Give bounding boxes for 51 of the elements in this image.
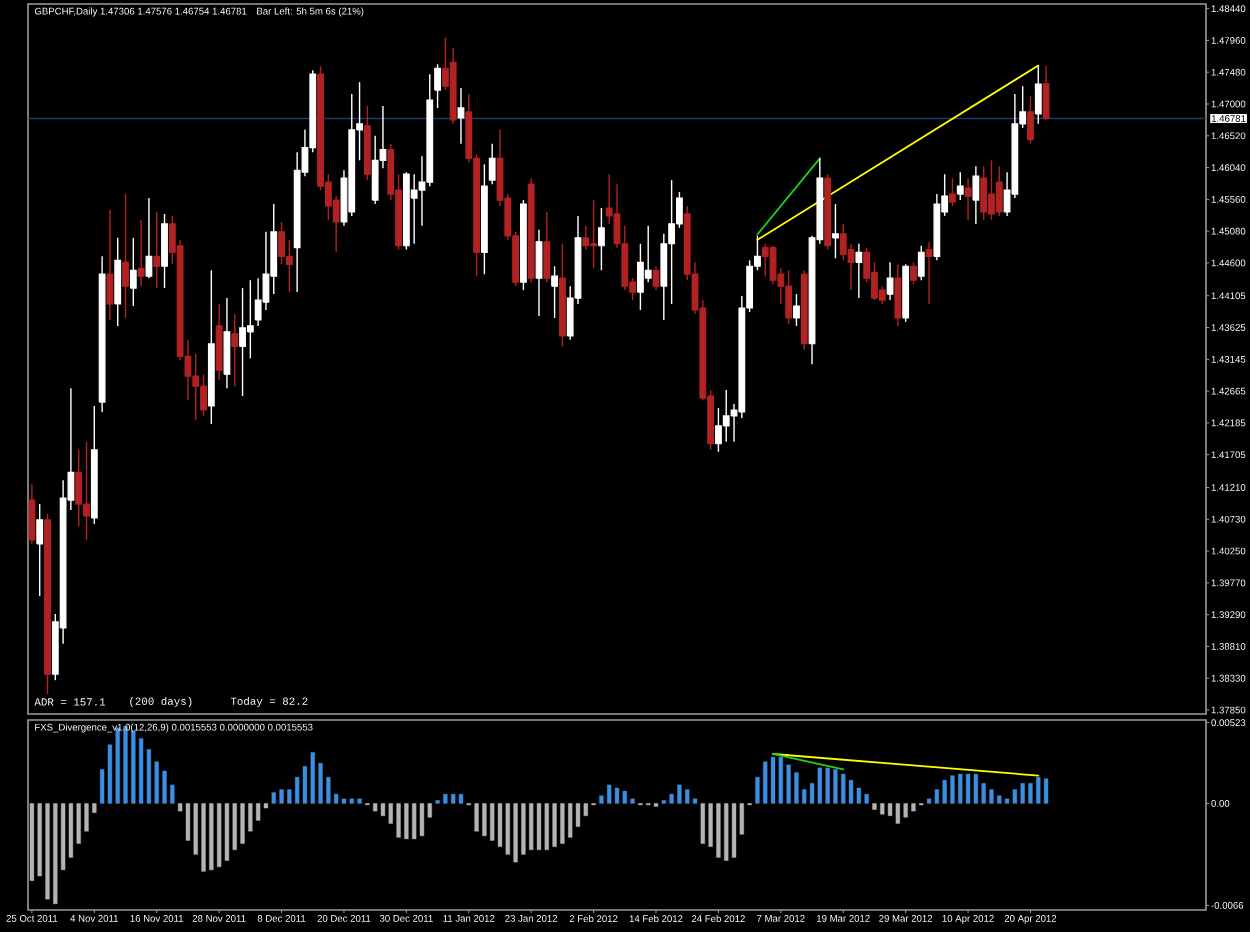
candlestick — [106, 209, 114, 321]
candlestick — [239, 287, 246, 397]
candlestick — [28, 483, 36, 545]
candlestick — [949, 177, 956, 207]
candlestick — [114, 237, 122, 327]
candlestick — [832, 203, 839, 260]
candlestick — [457, 87, 465, 145]
candlestick — [1042, 65, 1050, 121]
candlestick — [83, 441, 90, 541]
candlestick — [925, 241, 933, 305]
candlestick — [917, 245, 925, 281]
candlestick — [855, 243, 863, 299]
candlestick — [543, 211, 551, 283]
candlestick — [278, 221, 285, 265]
candlestick — [153, 211, 161, 289]
candlestick — [200, 373, 207, 417]
candlestick — [285, 239, 293, 293]
candlestick — [956, 171, 964, 201]
candlestick — [137, 219, 145, 287]
candlestick — [597, 207, 605, 271]
candlestick — [223, 297, 231, 389]
candlestick — [761, 243, 769, 277]
candlestick — [36, 503, 44, 597]
candlestick — [785, 269, 793, 325]
candlestick — [793, 293, 800, 327]
candlestick — [1027, 95, 1034, 145]
candlestick — [910, 261, 917, 285]
candlestick — [1034, 65, 1042, 125]
candlestick — [637, 243, 644, 311]
candlestick — [964, 177, 972, 221]
candlestick — [972, 165, 980, 225]
candlestick — [590, 199, 598, 269]
candlestick — [715, 407, 722, 453]
candlestick — [551, 265, 559, 319]
candlestick — [215, 303, 223, 381]
candlestick — [246, 279, 254, 360]
candlestick — [145, 197, 153, 279]
candlestick — [582, 225, 590, 251]
candlestick — [988, 159, 995, 221]
candlestick — [995, 165, 1003, 217]
candlestick — [488, 143, 496, 185]
candlestick — [161, 213, 168, 289]
candlestick — [434, 63, 441, 109]
candlestick — [129, 237, 137, 307]
candlestick — [886, 261, 894, 301]
candlestick — [231, 313, 239, 387]
candlestick — [894, 263, 902, 327]
candlestick — [722, 389, 730, 443]
candlestick — [75, 449, 83, 527]
candlestick — [980, 165, 988, 221]
candlestick — [122, 193, 129, 319]
